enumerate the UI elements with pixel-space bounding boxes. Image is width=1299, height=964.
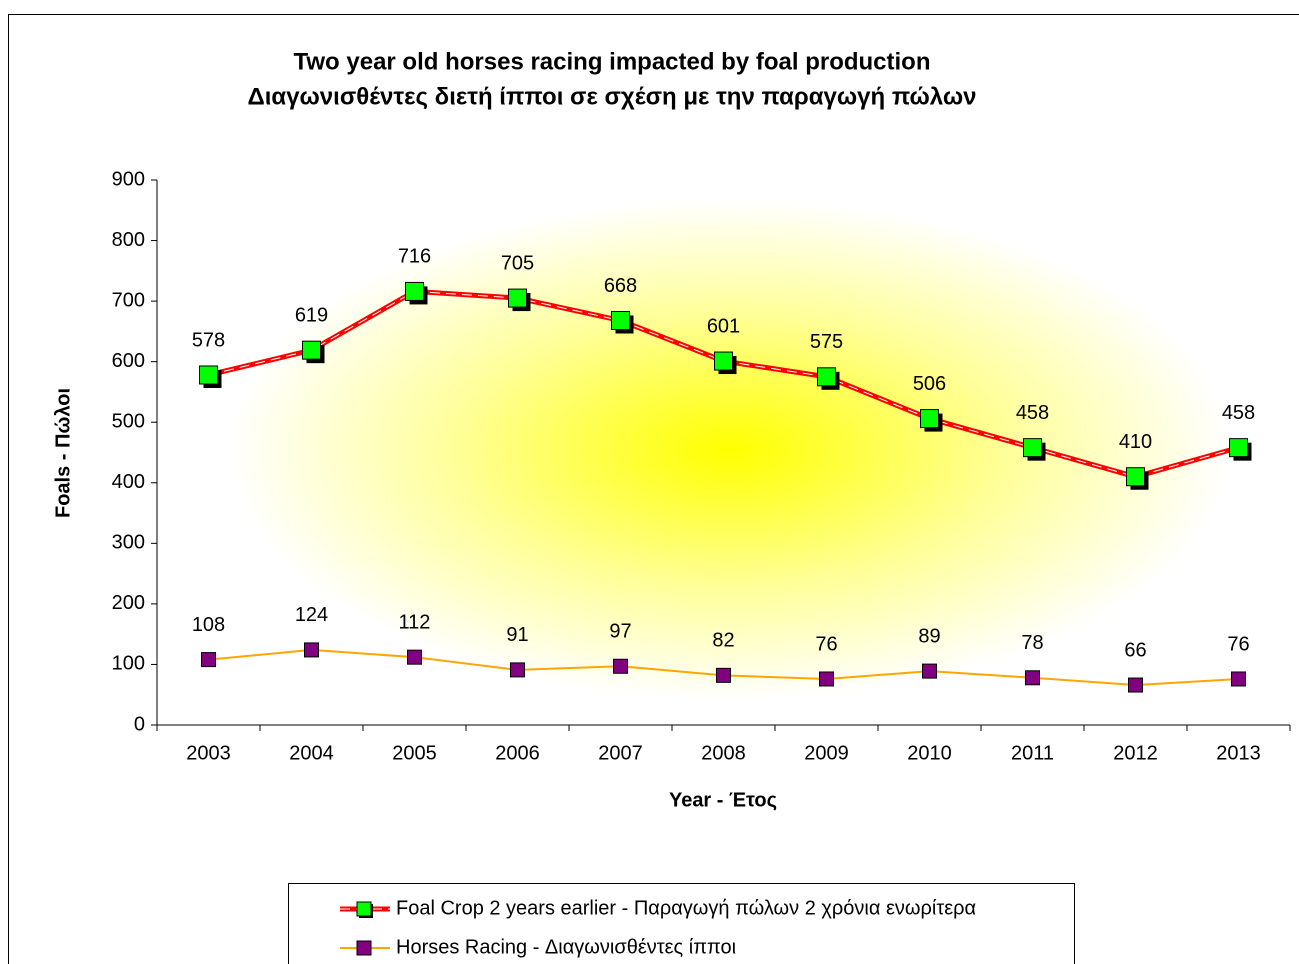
x-tick-label: 2005 [392, 742, 437, 764]
marker [1126, 467, 1145, 487]
x-tick-label: 2013 [1216, 742, 1261, 764]
marker [819, 671, 834, 687]
data-label: 89 [918, 625, 940, 647]
data-label: 458 [1222, 402, 1255, 424]
marker [1231, 671, 1246, 687]
marker [199, 365, 218, 385]
y-tick-label: 0 [134, 713, 145, 735]
x-tick-label: 2008 [701, 742, 746, 764]
y-tick-label: 200 [112, 592, 145, 614]
marker [817, 367, 836, 387]
data-label: 506 [913, 373, 946, 395]
y-tick-label: 100 [112, 653, 145, 675]
marker [611, 310, 630, 330]
data-label: 108 [192, 614, 225, 636]
marker [405, 281, 424, 301]
marker [613, 658, 628, 674]
data-label: 578 [192, 329, 225, 351]
x-tick-label: 2004 [289, 742, 334, 764]
data-label: 410 [1119, 431, 1152, 453]
marker [1023, 438, 1042, 458]
legend [288, 883, 1075, 964]
chart-title: Two year old horses racing impacted by f… [294, 48, 931, 75]
data-label: 716 [398, 246, 431, 268]
marker [510, 662, 525, 678]
x-tick-label: 2010 [907, 742, 952, 764]
y-tick-label: 600 [112, 350, 145, 372]
marker [1229, 438, 1248, 458]
y-tick-label: 400 [112, 471, 145, 493]
data-label: 601 [707, 315, 740, 337]
marker [304, 642, 319, 658]
chart-subtitle: Διαγωνισθέντες διετή ίπποι σε σχέση με τ… [248, 83, 977, 110]
data-label: 97 [609, 621, 631, 643]
x-tick-label: 2012 [1113, 742, 1158, 764]
legend-marker [356, 901, 372, 917]
x-tick-label: 2007 [598, 742, 643, 764]
y-tick-label: 900 [112, 168, 145, 190]
x-tick-label: 2011 [1011, 742, 1054, 764]
data-label: 78 [1021, 632, 1043, 654]
data-label: 668 [604, 275, 637, 297]
data-label: 82 [712, 630, 734, 652]
x-tick-label: 2006 [495, 742, 540, 764]
y-tick-label: 700 [112, 289, 145, 311]
data-label: 619 [295, 304, 328, 326]
data-label: 458 [1016, 402, 1049, 424]
y-tick-label: 500 [112, 411, 145, 433]
x-axis-title: Year - Έτος [669, 789, 777, 811]
x-tick-label: 2003 [186, 742, 231, 764]
y-tick-label: 800 [112, 229, 145, 251]
y-axis-title: Foals - Πώλοι [52, 388, 74, 518]
x-tick-label: 2009 [804, 742, 849, 764]
marker [716, 667, 731, 683]
marker [302, 340, 321, 360]
marker [1128, 677, 1143, 693]
marker [714, 351, 733, 371]
plot-background [230, 200, 1230, 700]
data-label: 112 [399, 611, 431, 633]
data-label: 575 [810, 331, 843, 353]
legend-label: Foal Crop 2 years earlier - Παραγωγή πώλ… [396, 897, 976, 919]
data-label: 76 [1227, 633, 1249, 655]
data-label: 705 [501, 252, 534, 274]
data-label: 91 [506, 624, 528, 646]
marker [508, 288, 527, 308]
data-label: 76 [815, 633, 837, 655]
marker [201, 652, 216, 668]
y-tick-label: 300 [112, 532, 145, 554]
series-line-dash [208, 290, 1239, 478]
marker [407, 649, 422, 665]
marker [1025, 670, 1040, 686]
marker [922, 663, 937, 679]
data-label: 66 [1124, 639, 1146, 661]
data-label: 124 [295, 604, 328, 626]
legend-marker [356, 940, 372, 956]
marker [920, 409, 939, 429]
legend-label: Horses Racing - Διαγωνισθέντες ίπποι [396, 936, 736, 958]
